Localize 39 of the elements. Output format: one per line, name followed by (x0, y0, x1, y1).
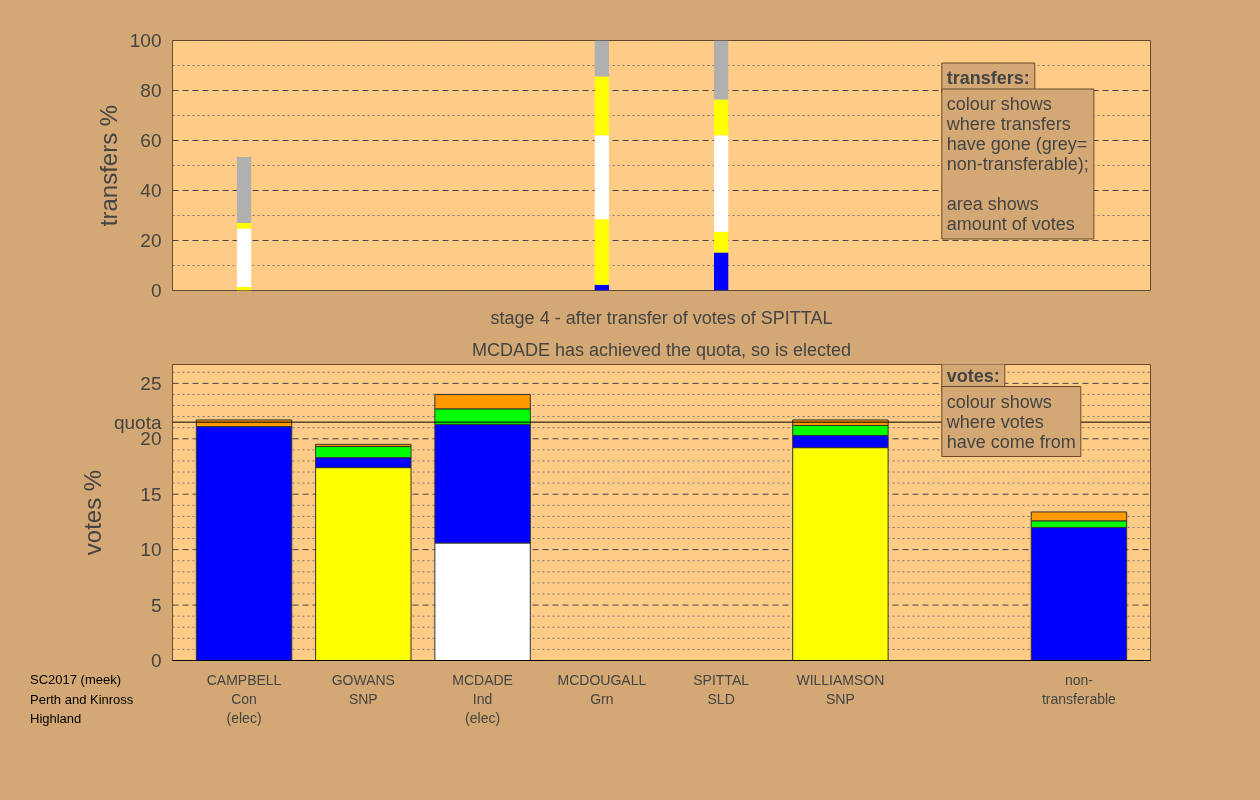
y-axis-title: votes % (78, 469, 106, 556)
bar (594, 40, 610, 77)
text: SC2017 (meek) Perth and Kinross Highland (30, 671, 134, 728)
y-tick-label: 25 (140, 372, 162, 394)
y-tick-label: 40 (140, 180, 162, 201)
annotation: votes: (946, 365, 1000, 386)
y-tick-label: 60 (140, 130, 162, 151)
chart-subtitle: MCDADE has achieved the quota, so is elected (471, 339, 852, 360)
bar (594, 135, 610, 220)
bar (594, 76, 610, 136)
annotation: transfers: (946, 68, 1030, 88)
y-tick-label: 15 (140, 483, 162, 505)
x-tick-label: GOWANS SNP (331, 671, 395, 707)
bar (236, 223, 252, 229)
y-tick-label: 20 (140, 230, 162, 251)
bar (713, 231, 729, 253)
bar (594, 219, 610, 285)
x-tick-label: non- transferable (1041, 671, 1117, 707)
y-axis-title: transfers % (94, 104, 122, 227)
x-tick-label: WILLIAMSON SNP (796, 671, 885, 707)
annotation: colour shows where votes have come from (945, 391, 1076, 452)
chart-title: stage 4 - after transfer of votes of SPITTAL (490, 307, 833, 328)
annotation: colour shows where transfers have gone (grey= non-transferable); area shows amount of votes (945, 94, 1089, 234)
y-tick-label: 0 (150, 280, 162, 301)
y-tick-label: 80 (140, 80, 162, 101)
y-tick-label: 5 (150, 594, 162, 616)
bar (713, 135, 729, 232)
x-tick-label: MCDADE Ind (elec) (452, 671, 513, 726)
bar (713, 99, 729, 136)
x-tick-label: SPITTAL SLD (693, 671, 750, 707)
x-tick-label: CAMPBELL Con (elec) (206, 671, 282, 726)
y-tick-label: 0 (150, 650, 162, 671)
y-tick-label: 100 (129, 30, 162, 51)
x-tick-label: MCDOUGALL Grn (557, 671, 647, 707)
bar (236, 157, 252, 223)
bar (713, 40, 729, 100)
y-tick-label: 10 (140, 539, 162, 561)
bar (236, 228, 252, 287)
bar (713, 252, 729, 291)
